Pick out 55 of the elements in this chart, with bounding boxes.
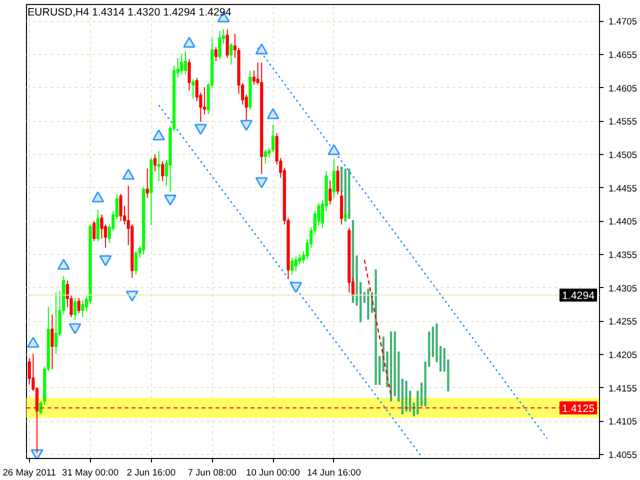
- candlestick: [73, 297, 77, 320]
- ref-line-label: 1.4125: [562, 402, 595, 415]
- y-tick-label: 1.4505: [608, 150, 638, 160]
- y-tick-label: 1.4705: [608, 16, 638, 27]
- ref-line-label: 1.4294: [562, 290, 595, 302]
- candlestick: [54, 292, 58, 354]
- y-tick-label: 1.4155: [608, 383, 638, 394]
- candlestick: [77, 297, 80, 314]
- candlestick: [92, 220, 96, 242]
- candlestick: [119, 193, 122, 222]
- chart-title: EURUSD,H4 1.4314 1.4320 1.4294 1.4294: [27, 6, 232, 18]
- x-tick-label: 26 May 2011: [2, 468, 56, 478]
- y-tick-label: 1.4305: [608, 283, 638, 294]
- candlestick: [226, 28, 229, 58]
- x-tick-label: 31 May 00:00: [62, 468, 119, 478]
- candlestick: [218, 30, 222, 60]
- y-tick-label: 1.4355: [608, 250, 638, 260]
- candlestick: [344, 210, 347, 222]
- candlestick: [100, 214, 104, 239]
- candlestick: [230, 42, 233, 65]
- candlestick: [332, 158, 336, 198]
- candlestick: [50, 314, 54, 370]
- y-tick-label: 1.4655: [608, 50, 638, 60]
- candlestick: [336, 165, 340, 195]
- candlestick: [202, 86, 206, 115]
- candlestick: [157, 150, 160, 182]
- candlestick: [81, 299, 84, 318]
- candlestick: [271, 124, 275, 153]
- candlestick: [188, 58, 191, 91]
- candlestick: [180, 53, 184, 75]
- y-tick-label: 1.4255: [608, 316, 638, 327]
- candlestick: [192, 78, 195, 99]
- candlestick: [153, 154, 157, 172]
- y-tick-label: 1.4405: [608, 216, 638, 227]
- y-tick-label: 1.4455: [608, 183, 638, 194]
- candlestick: [184, 50, 187, 75]
- candlestick: [264, 149, 267, 164]
- y-tick-label: 1.4555: [608, 116, 638, 127]
- candlestick: [146, 168, 149, 198]
- y-tick-label: 1.4105: [608, 416, 638, 427]
- candlestick: [252, 70, 256, 85]
- y-tick-label: 1.4605: [608, 83, 638, 94]
- candlestick: [96, 209, 100, 242]
- x-tick-label: 7 Jun 08:00: [188, 468, 236, 478]
- candlestick: [328, 180, 332, 205]
- candlestick: [290, 257, 294, 275]
- x-tick-label: 10 Jun 00:00: [246, 468, 300, 478]
- candlestick: [161, 160, 164, 182]
- candlestick: [294, 256, 298, 272]
- x-tick-label: 2 Jun 16:00: [126, 468, 176, 478]
- x-tick-label: 14 Jun 16:00: [306, 468, 361, 478]
- candlestick: [214, 46, 218, 62]
- candlestick: [134, 250, 138, 275]
- y-tick-label: 1.4055: [608, 450, 638, 460]
- y-tick-label: 1.4205: [608, 350, 638, 360]
